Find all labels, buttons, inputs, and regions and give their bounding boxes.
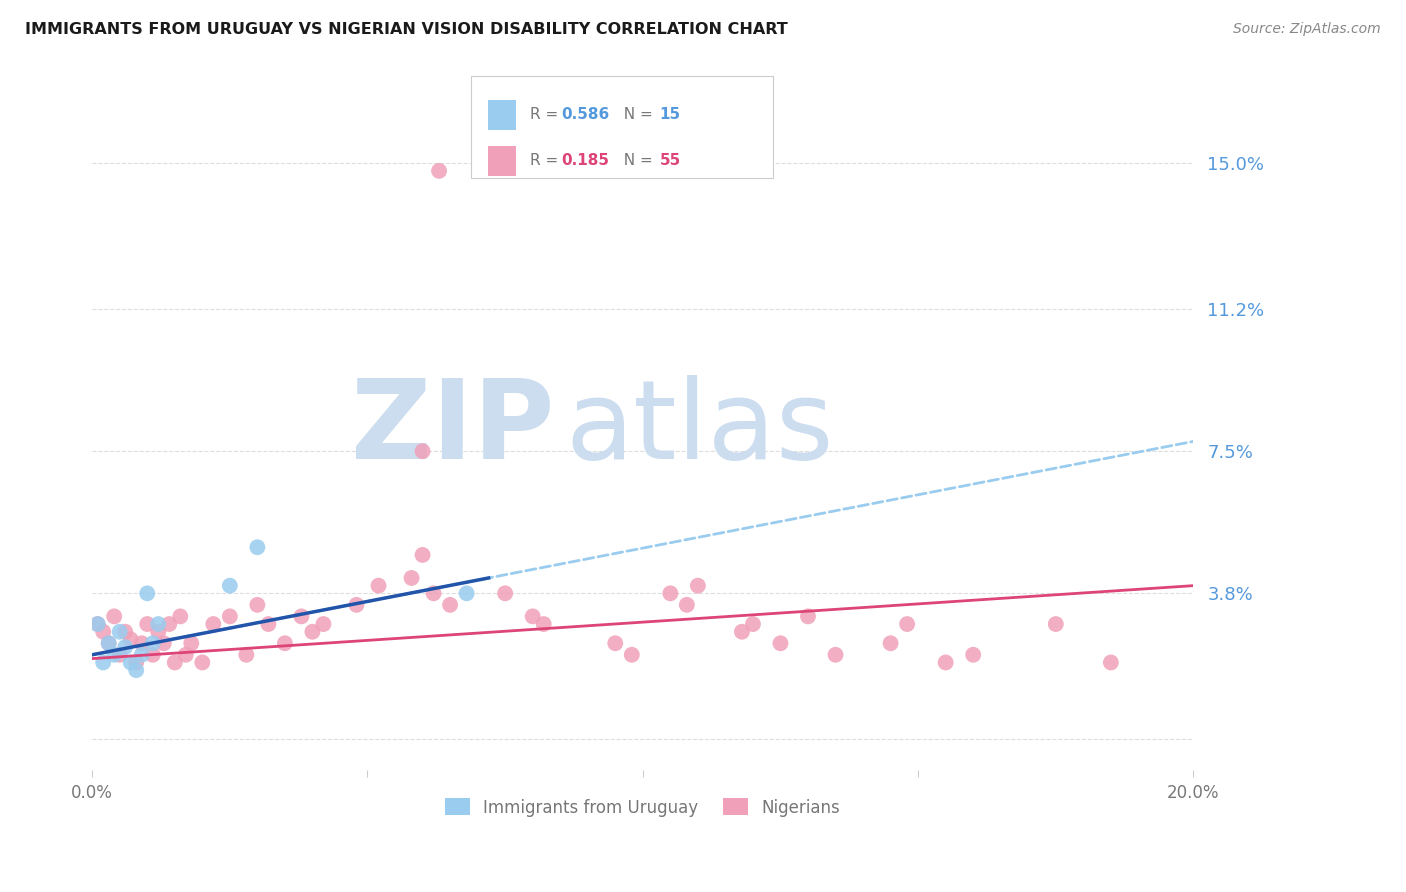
Point bbox=[142, 636, 165, 650]
Text: N =: N = bbox=[614, 107, 658, 122]
Text: 0.586: 0.586 bbox=[561, 107, 609, 122]
Point bbox=[148, 624, 170, 639]
Text: Source: ZipAtlas.com: Source: ZipAtlas.com bbox=[1233, 22, 1381, 37]
Point bbox=[97, 636, 120, 650]
Point bbox=[91, 624, 114, 639]
Point bbox=[1099, 656, 1122, 670]
Point bbox=[246, 540, 269, 554]
Point bbox=[439, 598, 461, 612]
Point bbox=[274, 636, 297, 650]
Point bbox=[769, 636, 792, 650]
Point bbox=[114, 624, 136, 639]
Point bbox=[218, 579, 240, 593]
Text: IMMIGRANTS FROM URUGUAY VS NIGERIAN VISION DISABILITY CORRELATION CHART: IMMIGRANTS FROM URUGUAY VS NIGERIAN VISI… bbox=[25, 22, 787, 37]
Point bbox=[422, 586, 444, 600]
Point bbox=[412, 444, 434, 458]
Point bbox=[312, 617, 335, 632]
Point bbox=[202, 617, 225, 632]
Point bbox=[676, 598, 699, 612]
Point bbox=[401, 571, 423, 585]
Point bbox=[962, 648, 984, 662]
Point bbox=[620, 648, 643, 662]
Point bbox=[180, 636, 202, 650]
Point bbox=[427, 164, 450, 178]
Point bbox=[131, 636, 153, 650]
Point bbox=[605, 636, 627, 650]
Point bbox=[108, 624, 131, 639]
Point bbox=[686, 579, 709, 593]
Point bbox=[86, 617, 108, 632]
Point bbox=[169, 609, 191, 624]
Text: N =: N = bbox=[614, 153, 658, 169]
Point bbox=[346, 598, 368, 612]
Point bbox=[1045, 617, 1067, 632]
Point bbox=[174, 648, 197, 662]
Point bbox=[659, 586, 682, 600]
Text: 0.185: 0.185 bbox=[561, 153, 609, 169]
Point bbox=[367, 579, 389, 593]
Point bbox=[114, 640, 136, 654]
Text: ZIP: ZIP bbox=[352, 375, 555, 482]
Text: 55: 55 bbox=[659, 153, 681, 169]
Point bbox=[163, 656, 186, 670]
Point bbox=[157, 617, 180, 632]
Point bbox=[290, 609, 312, 624]
Point bbox=[142, 648, 165, 662]
Point bbox=[97, 636, 120, 650]
Legend: Immigrants from Uruguay, Nigerians: Immigrants from Uruguay, Nigerians bbox=[439, 792, 848, 823]
Point bbox=[120, 632, 142, 647]
Point bbox=[494, 586, 516, 600]
Point bbox=[131, 648, 153, 662]
Point bbox=[235, 648, 257, 662]
Point bbox=[108, 648, 131, 662]
Text: 15: 15 bbox=[659, 107, 681, 122]
Point bbox=[125, 656, 148, 670]
Point bbox=[533, 617, 555, 632]
Point bbox=[456, 586, 478, 600]
Point bbox=[412, 548, 434, 562]
Text: atlas: atlas bbox=[565, 375, 834, 482]
Point bbox=[103, 609, 125, 624]
Point bbox=[136, 617, 159, 632]
Point bbox=[125, 663, 148, 677]
Point bbox=[191, 656, 214, 670]
Point bbox=[246, 598, 269, 612]
Point bbox=[797, 609, 820, 624]
Point bbox=[824, 648, 846, 662]
Point bbox=[152, 636, 174, 650]
Point bbox=[120, 656, 142, 670]
Point bbox=[86, 617, 108, 632]
Point bbox=[896, 617, 918, 632]
Point bbox=[879, 636, 901, 650]
Point bbox=[742, 617, 765, 632]
Point bbox=[103, 648, 125, 662]
Point bbox=[935, 656, 957, 670]
Point bbox=[731, 624, 754, 639]
Point bbox=[148, 617, 170, 632]
Point bbox=[91, 656, 114, 670]
Point bbox=[136, 586, 159, 600]
Point bbox=[522, 609, 544, 624]
Text: R =: R = bbox=[530, 107, 564, 122]
Text: R =: R = bbox=[530, 153, 564, 169]
Point bbox=[257, 617, 280, 632]
Point bbox=[301, 624, 323, 639]
Point bbox=[218, 609, 240, 624]
